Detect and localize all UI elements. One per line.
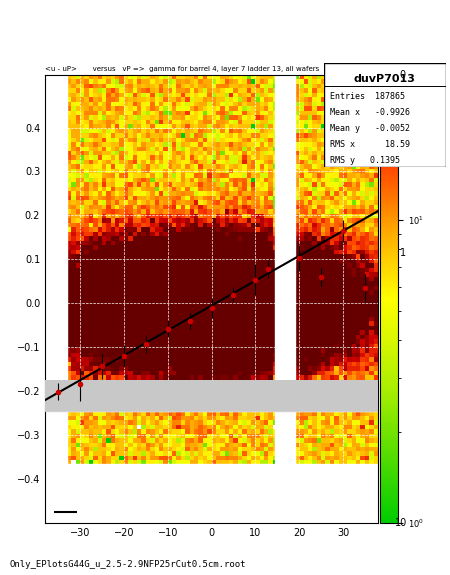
- Text: 10: 10: [395, 518, 407, 528]
- Bar: [45, 405, 378, 411]
- Bar: [45, 380, 378, 411]
- Bar: [45, 464, 378, 523]
- Bar: [275, 75, 295, 523]
- Text: RMS y   0.1395: RMS y 0.1395: [330, 156, 400, 166]
- Text: RMS x      18.59: RMS x 18.59: [330, 140, 410, 150]
- Text: Only_EPlotsG44G_u_2.5-2.9NFP25rCut0.5cm.root: Only_EPlotsG44G_u_2.5-2.9NFP25rCut0.5cm.…: [9, 560, 246, 569]
- Text: <u - uP>       versus   vP =>  gamma for barrel 4, layer 7 ladder 13, all wafers: <u - uP> versus vP => gamma for barrel 4…: [45, 66, 319, 71]
- Text: Mean x   -0.9926: Mean x -0.9926: [330, 108, 410, 117]
- Bar: [45, 75, 67, 523]
- Text: 1: 1: [400, 248, 406, 258]
- Text: Mean y   -0.0052: Mean y -0.0052: [330, 124, 410, 133]
- Text: duvP7013: duvP7013: [354, 74, 416, 83]
- Text: 0: 0: [400, 70, 406, 80]
- Bar: [45, 400, 378, 411]
- Text: Entries  187865: Entries 187865: [330, 92, 405, 101]
